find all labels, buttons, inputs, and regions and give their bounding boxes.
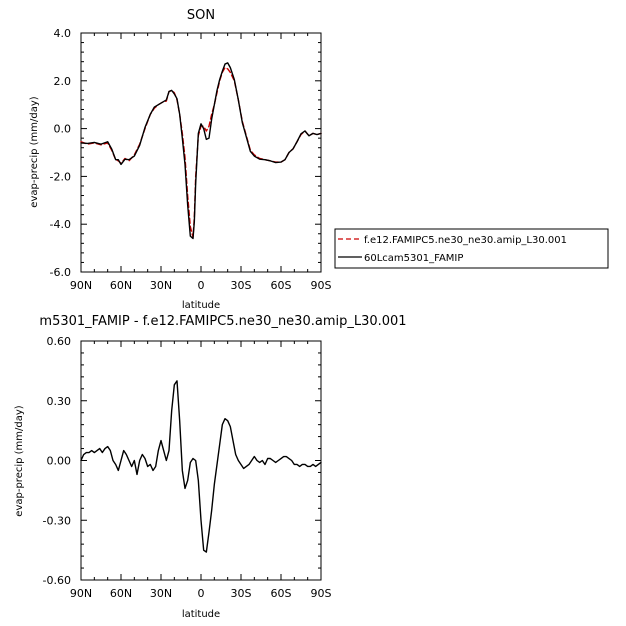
top-series-line-2	[80, 62, 322, 240]
top-y-tick-label: -4.0	[50, 218, 71, 231]
top-x-tick-label: 60S	[271, 279, 292, 292]
top-plot-frame	[80, 32, 322, 273]
top-y-tick-label: 0.0	[54, 123, 72, 136]
top-axis-ticks	[80, 32, 322, 273]
top-panel-title: SON	[187, 8, 215, 23]
bottom-y-tick-label: -0.60	[43, 574, 71, 587]
bottom-y-tick-label: 0.60	[47, 335, 72, 348]
bottom-y-tick-label: 0.30	[47, 395, 72, 408]
top-y-tick-label: 2.0	[54, 75, 72, 88]
bottom-x-tick-label: 60S	[271, 587, 292, 600]
bottom-y-tick-label: -0.30	[43, 514, 71, 527]
bottom-x-tick-label: 30S	[231, 587, 252, 600]
top-x-tick-labels: 90N 60N 30N 0 30S 60S 90S	[70, 279, 332, 292]
bottom-plot-frame	[80, 340, 322, 581]
top-y-tick-labels: -6.0 -4.0 -2.0 0.0 2.0 4.0	[50, 27, 71, 279]
bottom-series-group	[80, 380, 322, 553]
bottom-x-tick-labels: 90N 60N 30N 0 30S 60S 90S	[70, 587, 332, 600]
bottom-panel-title: m5301_FAMIP - f.e12.FAMIPC5.ne30_ne30.am…	[39, 314, 406, 329]
bottom-series-line-1	[80, 380, 322, 553]
top-x-tick-label: 90N	[70, 279, 92, 292]
top-x-tick-label: 60N	[110, 279, 132, 292]
bottom-panel: m5301_FAMIP - f.e12.FAMIPC5.ne30_ne30.am…	[14, 314, 407, 620]
top-y-axis-title: evap-precip (mm/day)	[29, 96, 40, 207]
top-x-tick-label: 90S	[311, 279, 332, 292]
legend: f.e12.FAMIPC5.ne30_ne30.amip_L30.001 60L…	[334, 228, 609, 269]
bottom-axis-ticks	[80, 340, 322, 581]
legend-label-series-1: f.e12.FAMIPC5.ne30_ne30.amip_L30.001	[364, 235, 567, 246]
top-y-tick-label: -2.0	[50, 170, 71, 183]
legend-box	[334, 228, 609, 269]
bottom-x-tick-label: 90S	[311, 587, 332, 600]
top-y-tick-label: -6.0	[50, 266, 71, 279]
top-y-tick-label: 4.0	[54, 27, 72, 40]
legend-label-series-2: 60Lcam5301_FAMIP	[364, 253, 463, 264]
top-x-axis-title: latitude	[182, 300, 220, 311]
top-x-tick-label: 30S	[231, 279, 252, 292]
bottom-x-tick-label: 90N	[70, 587, 92, 600]
top-x-tick-label: 0	[198, 279, 205, 292]
top-panel: SON 90N 60N 30N 0 30S 60S 90S -6.0 -4.0 -2.0 0.0 2…	[29, 8, 332, 311]
bottom-x-tick-label: 60N	[110, 587, 132, 600]
bottom-x-tick-label: 30N	[150, 587, 172, 600]
top-series-line-1	[80, 66, 322, 239]
top-series-group	[80, 62, 322, 240]
bottom-y-tick-labels: -0.60 -0.30 0.00 0.30 0.60	[43, 335, 71, 587]
bottom-x-tick-label: 0	[198, 587, 205, 600]
bottom-y-tick-label: 0.00	[47, 455, 72, 468]
bottom-y-axis-title: evap-precip (mm/day)	[14, 405, 25, 516]
bottom-x-axis-title: latitude	[182, 609, 220, 620]
top-x-tick-label: 30N	[150, 279, 172, 292]
